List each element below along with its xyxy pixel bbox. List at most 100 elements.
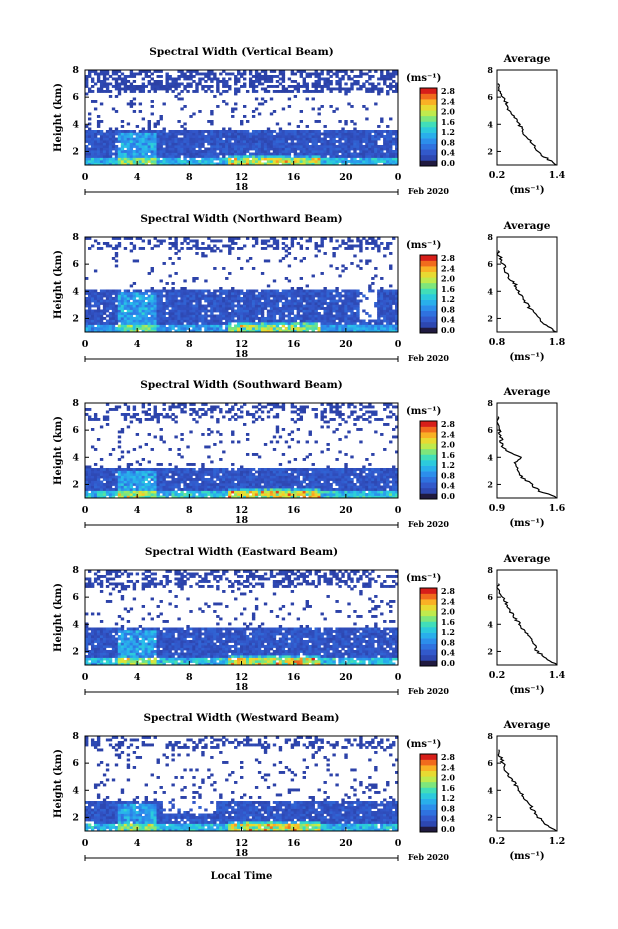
heatmap-cell — [374, 242, 378, 245]
heatmap-cell — [287, 279, 292, 283]
heatmap-cell — [99, 312, 104, 315]
heatmap-cell — [308, 135, 312, 138]
heatmap-cell — [108, 483, 113, 486]
heatmap-cell — [344, 242, 348, 245]
heatmap-cell — [266, 75, 271, 78]
heatmap-cell — [192, 478, 196, 481]
heatmap-cell — [129, 322, 134, 325]
heatmap-cell — [201, 408, 205, 411]
heatmap-cell — [287, 137, 292, 141]
heatmap-cell — [192, 309, 196, 313]
heatmap-cell — [245, 453, 250, 456]
heatmap-cell — [228, 473, 232, 476]
heatmap-cell — [323, 125, 327, 128]
heatmap-cell — [189, 312, 193, 315]
heatmap-cell — [228, 483, 232, 486]
heatmap-cell — [165, 493, 169, 496]
heatmap-cell — [365, 329, 369, 333]
heatmap-cell — [129, 475, 134, 479]
heatmap-cell — [153, 317, 157, 320]
heatmap-cell — [144, 443, 148, 446]
heatmap-cell — [335, 322, 339, 325]
heatmap-cell — [135, 309, 140, 313]
heatmap-cell — [290, 80, 295, 83]
heatmap-cell — [269, 75, 274, 78]
heatmap-cell — [99, 329, 104, 333]
heatmap-cell — [189, 468, 193, 471]
heatmap-cell — [323, 80, 327, 83]
heatmap-cell — [231, 242, 235, 245]
heatmap-cell — [275, 327, 280, 330]
heatmap-cell — [90, 162, 95, 166]
heatmap-cell — [219, 145, 223, 148]
heatmap-cell — [177, 142, 181, 146]
heatmap-cell — [225, 137, 229, 141]
heatmap-cell — [371, 85, 375, 88]
date-tick-label: 18 — [235, 182, 249, 193]
heatmap-cell — [162, 262, 166, 265]
heatmap-cell — [275, 244, 280, 248]
heatmap-cell — [266, 309, 271, 313]
heatmap-cell — [242, 294, 247, 298]
heatmap-cell — [296, 140, 301, 143]
heatmap-cell — [240, 410, 244, 414]
heatmap-cell — [287, 145, 292, 148]
heatmap-cell — [248, 294, 253, 298]
heatmap-cell — [257, 490, 262, 494]
heatmap-cell — [180, 297, 184, 300]
heatmap-cell — [213, 130, 217, 133]
heatmap-cell — [201, 304, 205, 308]
heatmap-cell — [99, 140, 104, 143]
heatmap-cell — [216, 319, 220, 323]
heatmap-cell — [266, 80, 271, 83]
heatmap-cell — [198, 408, 202, 411]
heatmap-cell — [228, 247, 232, 250]
heatmap-cell — [281, 87, 286, 91]
heatmap-cell — [201, 85, 205, 88]
heatmap-cell — [120, 495, 125, 499]
heatmap-cell — [210, 488, 214, 491]
heatmap-cell — [302, 319, 306, 323]
heatmap-cell — [395, 142, 399, 146]
heatmap-cell — [222, 297, 226, 300]
heatmap-cell — [150, 314, 154, 318]
heatmap-cell — [85, 302, 89, 305]
heatmap-cell — [168, 317, 172, 320]
heatmap-cell — [87, 147, 92, 151]
heatmap-cell — [105, 85, 110, 88]
heatmap-cell — [162, 140, 166, 143]
heatmap-cell — [356, 324, 360, 328]
heatmap-cell — [114, 264, 119, 268]
heatmap-cell — [195, 294, 199, 298]
heatmap-cell — [374, 267, 378, 270]
heatmap-cell — [180, 302, 184, 305]
heatmap-cell — [314, 70, 318, 73]
heatmap-cell — [222, 488, 226, 491]
heatmap-cell — [383, 299, 387, 303]
heatmap-cell — [257, 145, 262, 148]
heatmap-cell — [302, 292, 306, 295]
heatmap-cell — [156, 309, 160, 313]
heatmap-cell — [389, 284, 393, 288]
heatmap-cell — [260, 75, 265, 78]
heatmap-cell — [362, 157, 366, 161]
heatmap-cell — [240, 299, 244, 303]
heatmap-cell — [90, 244, 95, 248]
heatmap-cell — [108, 299, 113, 303]
heatmap-cell — [108, 329, 113, 333]
heatmap-cell — [350, 247, 354, 250]
heatmap-cell — [204, 322, 208, 325]
heatmap-cell — [201, 493, 205, 496]
heatmap-cell — [177, 453, 181, 456]
heatmap-cell — [320, 317, 324, 320]
heatmap-cell — [278, 140, 283, 143]
heatmap-cell — [177, 289, 181, 293]
heatmap-cell — [240, 314, 244, 318]
heatmap-cell — [365, 135, 369, 138]
heatmap-cell — [254, 297, 259, 300]
heatmap-cell — [108, 152, 113, 156]
heatmap-cell — [305, 307, 309, 310]
heatmap-cell — [266, 312, 271, 315]
heatmap-cell — [129, 142, 134, 146]
